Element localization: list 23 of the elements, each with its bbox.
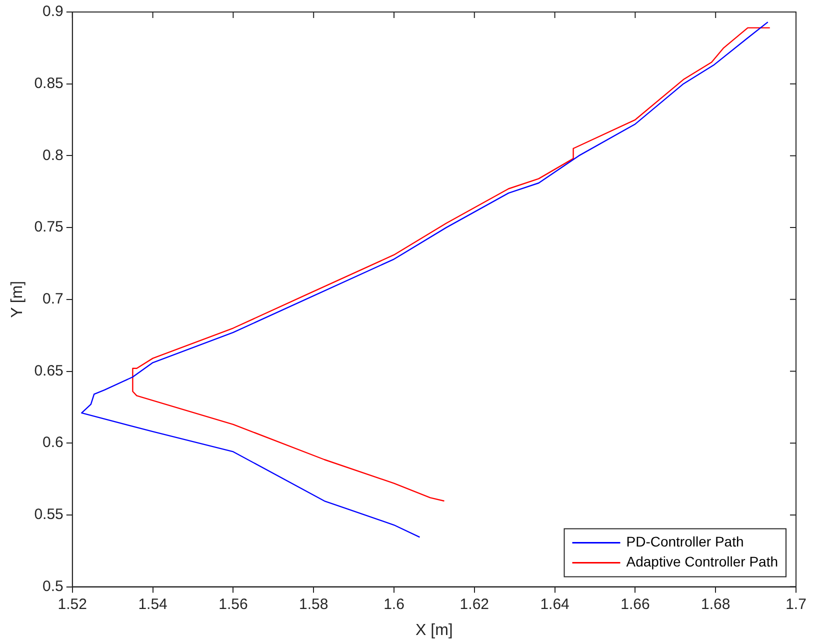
y-tick-label: 0.9 xyxy=(42,3,64,20)
y-tick-label: 0.6 xyxy=(42,434,64,452)
y-tick-label: 0.8 xyxy=(42,146,64,164)
x-tick-label: 1.62 xyxy=(460,596,489,613)
x-axis-title: X [m] xyxy=(416,622,453,639)
y-axis-title: Y [m] xyxy=(9,280,26,318)
x-tick-label: 1.58 xyxy=(298,596,328,613)
legend-label: Adaptive Controller Path xyxy=(626,554,778,570)
x-tick-label: 1.6 xyxy=(384,596,404,613)
y-tick-label: 0.55 xyxy=(34,506,64,524)
x-tick-label: 1.68 xyxy=(701,596,730,613)
x-tick-label: 1.64 xyxy=(540,596,570,613)
y-tick-label: 0.7 xyxy=(42,290,64,308)
y-tick-label: 0.75 xyxy=(34,218,64,236)
y-tick-label: 0.65 xyxy=(34,362,64,380)
x-tick-label: 1.7 xyxy=(786,596,806,613)
x-tick-label: 1.56 xyxy=(218,596,248,613)
legend-label: PD-Controller Path xyxy=(626,534,744,550)
y-tick-label: 0.85 xyxy=(34,74,64,92)
x-tick-label: 1.52 xyxy=(58,596,87,613)
y-tick-label: 0.5 xyxy=(42,578,64,595)
x-tick-label: 1.54 xyxy=(138,596,168,613)
x-tick-label: 1.66 xyxy=(620,596,650,613)
